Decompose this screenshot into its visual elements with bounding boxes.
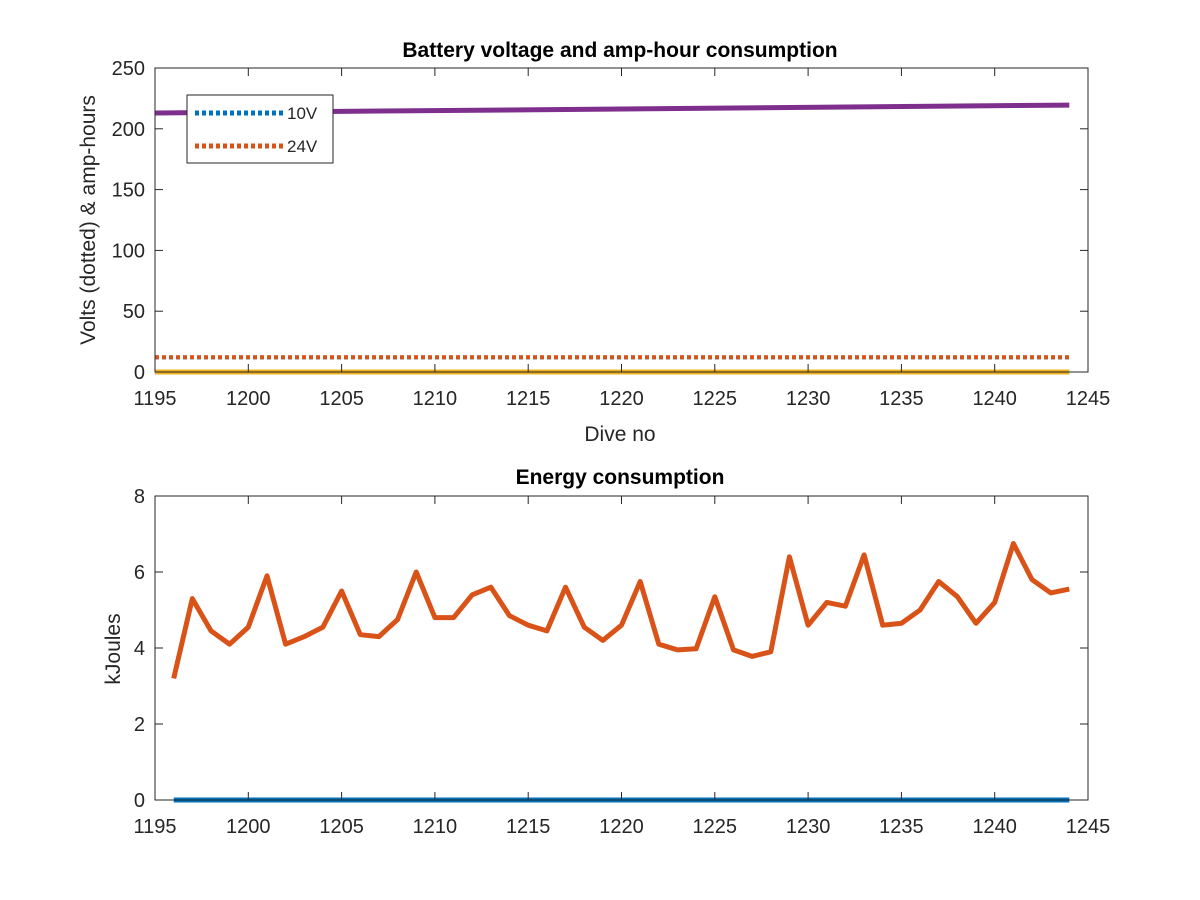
energy-y-tick-label: 2 — [134, 714, 145, 736]
voltage-y-tick-label: 150 — [112, 180, 145, 202]
voltage-x-tick-label: 1245 — [1066, 388, 1111, 410]
voltage-x-tick-label: 1200 — [226, 388, 271, 410]
energy-y-tick-label: 8 — [134, 486, 145, 508]
energy-y-axis-label: kJoules — [102, 613, 125, 684]
energy-chart-title: Energy consumption — [516, 466, 725, 489]
energy-axes: Energy consumption kJoules 1195 1200 1205 1… — [102, 466, 1110, 838]
voltage-y-tick-label: 250 — [112, 58, 145, 80]
energy-x-tick-label: 1205 — [319, 816, 364, 838]
voltage-x-tick-label: 1225 — [693, 388, 738, 410]
voltage-tick-layer: 1195 1200 1205 1210 1215 1220 1225 1230 1235 1240… — [112, 58, 1111, 410]
legend-label-10v: 10V — [287, 104, 318, 123]
voltage-x-tick-label: 1235 — [879, 388, 924, 410]
voltage-y-tick-label: 50 — [123, 301, 145, 323]
legend-box — [186, 94, 334, 164]
voltage-chart-title: Battery voltage and amp-hour consumption — [402, 39, 837, 62]
voltage-x-tick-label: 1205 — [319, 388, 364, 410]
energy-x-tick-label: 1210 — [413, 816, 458, 838]
energy-x-tick-label: 1240 — [972, 816, 1017, 838]
voltage-x-tick-label: 1210 — [413, 388, 458, 410]
voltage-y-tick-label: 100 — [112, 240, 145, 262]
energy-x-tick-label: 1235 — [879, 816, 924, 838]
energy-x-tick-label: 1200 — [226, 816, 271, 838]
energy-x-tick-label: 1220 — [599, 816, 644, 838]
voltage-x-tick-label: 1220 — [599, 388, 644, 410]
energy-y-tick-label: 4 — [134, 638, 145, 660]
energy-x-tick-label: 1195 — [133, 816, 176, 838]
voltage-y-axis-label: Volts (dotted) & amp-hours — [77, 95, 100, 345]
legend-label-24v: 24V — [287, 137, 318, 156]
energy-x-tick-label: 1230 — [786, 816, 831, 838]
voltage-legend: 10V 24V — [186, 94, 334, 164]
voltage-axes: Battery voltage and amp-hour consumption… — [77, 39, 1110, 446]
energy-series-line-series-2 — [171, 541, 1070, 679]
energy-plot-frame — [154, 495, 1089, 801]
voltage-x-tick-label: 1195 — [133, 388, 176, 410]
energy-x-tick-label: 1245 — [1066, 816, 1111, 838]
voltage-x-axis-label: Dive no — [584, 423, 655, 446]
voltage-plot-frame — [154, 67, 1089, 373]
voltage-x-tick-label: 1215 — [506, 388, 551, 410]
voltage-y-tick-label: 200 — [112, 119, 145, 141]
voltage-y-tick-label: 0 — [134, 362, 145, 384]
energy-x-tick-label: 1225 — [693, 816, 738, 838]
energy-x-tick-label: 1215 — [506, 816, 551, 838]
energy-y-tick-label: 0 — [134, 790, 145, 812]
energy-y-tick-label: 6 — [134, 562, 145, 584]
voltage-x-tick-label: 1240 — [972, 388, 1017, 410]
energy-tick-layer: 1195 1200 1205 1210 1215 1220 1225 1230 1235 1240… — [133, 486, 1110, 838]
voltage-x-tick-label: 1230 — [786, 388, 831, 410]
